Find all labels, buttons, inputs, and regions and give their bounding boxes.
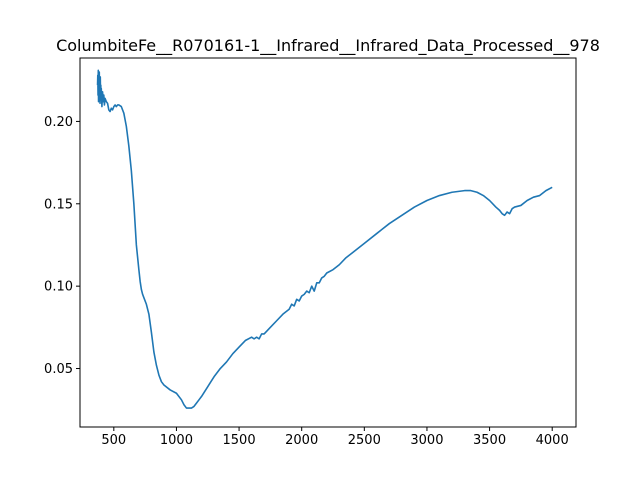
axes-frame [79,57,577,428]
x-tick-label: 4000 [536,433,569,448]
x-axis: 500 1000 1500 2000 2500 3000 3500 4000 [101,427,569,448]
plot-area [96,69,553,409]
x-tick-label: 2500 [348,433,381,448]
chart-title: ColumbiteFe__R070161-1__Infrared__Infrar… [56,36,600,56]
x-tick-label: 3500 [473,433,506,448]
y-tick-label: 0.15 [44,197,73,212]
y-tick-label: 0.05 [44,362,73,377]
y-tick-label: 0.20 [44,115,73,130]
x-tick-label: 1500 [223,433,256,448]
x-tick-label: 3000 [410,433,443,448]
x-tick-label: 1000 [160,433,193,448]
x-tick-label: 2000 [285,433,318,448]
y-axis: 0.05 0.10 0.15 0.20 [44,115,80,377]
series-line [96,69,553,409]
x-tick-label: 500 [101,433,126,448]
y-tick-label: 0.10 [44,280,73,295]
